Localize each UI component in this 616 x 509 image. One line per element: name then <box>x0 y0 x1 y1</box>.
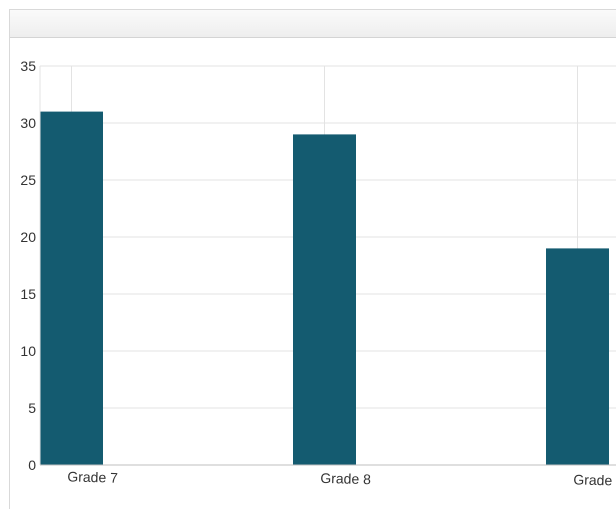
y-tick-label: 25 <box>20 172 36 188</box>
bar-grade-9[interactable] <box>546 248 609 465</box>
y-tick-label: 15 <box>20 286 36 302</box>
panel-header <box>10 10 616 38</box>
y-tick-label: 10 <box>20 343 36 359</box>
y-tick-label: 0 <box>28 457 36 473</box>
x-tick-label: Grade 8 <box>320 470 371 487</box>
axis-layer <box>39 66 616 466</box>
x-tick-label: Grade 7 <box>67 468 118 485</box>
y-tick-label: 35 <box>20 58 36 74</box>
y-tick-label: 5 <box>28 400 36 416</box>
label-layer: 0 5 10 15 20 25 30 35 Grade 7 Grade 8 Grade 9 <box>20 58 616 489</box>
x-tick-label: Grade 9 <box>573 471 616 488</box>
y-tick-label: 20 <box>20 229 36 245</box>
bar-grade-8[interactable] <box>293 134 356 465</box>
y-tick-label: 30 <box>20 115 36 131</box>
bar-grade-7[interactable] <box>40 111 103 465</box>
bar-layer <box>40 111 609 465</box>
